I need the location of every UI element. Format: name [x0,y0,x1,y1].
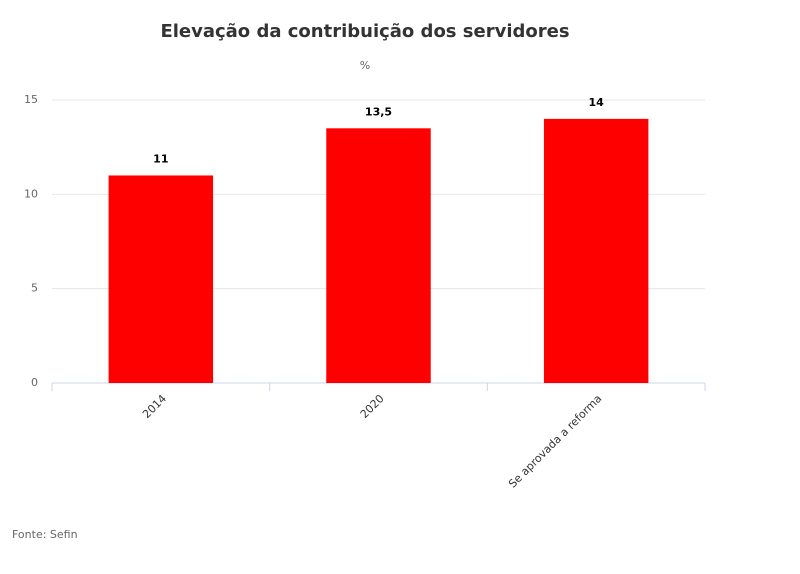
chart-title: Elevação da contribuição dos servidores [160,21,569,42]
value-label: 13,5 [365,105,392,118]
source: Fonte: Sefin [12,528,78,541]
y-tick-label: 15 [24,93,38,106]
bar [326,128,431,383]
y-tick-label: 10 [24,187,38,200]
bar [543,118,649,383]
bar [108,175,214,383]
value-label: 11 [153,152,168,165]
x-tick-label: 2014 [140,392,169,421]
value-label: 14 [589,96,605,109]
x-tick-label: Se aprovada a reforma [506,392,604,490]
y-tick-label: 5 [31,282,38,295]
y-tick-label: 0 [31,376,38,389]
chart-subtitle: % [360,59,370,72]
x-tick-label: 2020 [358,392,387,421]
